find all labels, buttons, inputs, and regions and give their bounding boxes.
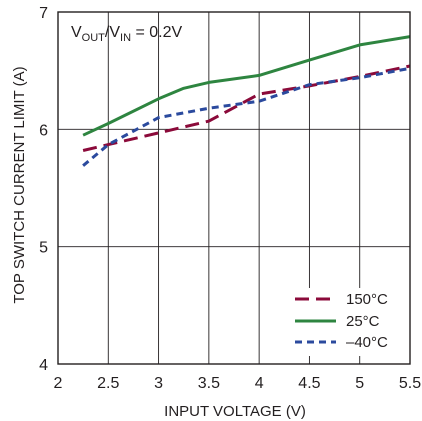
x-tick-label: 3.5 [198, 375, 220, 392]
y-tick-label: 6 [39, 122, 48, 139]
series-line-0 [82, 64, 411, 152]
plot-frame [57, 11, 411, 365]
legend-label-150c: 150°C [346, 291, 388, 308]
y-axis-label: TOP SWITCH CURRENT LIMIT (A) [11, 66, 28, 303]
legend: 150°C 25°C –40°C [288, 288, 406, 356]
y-tick-label: 7 [39, 5, 48, 22]
x-tick-labels: 2 2.5 3 3.5 4 4.5 5 5.5 [54, 375, 422, 392]
x-axis-label: INPUT VOLTAGE (V) [164, 403, 306, 420]
x-tick-label: 3 [154, 375, 163, 392]
y-tick-labels: 4 5 6 7 [39, 5, 48, 374]
x-tick-label: 4.5 [298, 375, 320, 392]
ratio-annotation: VOUT/VIN = 0.2V [71, 24, 183, 44]
y-tick-label: 4 [39, 357, 48, 374]
x-tick-label: 2 [54, 375, 63, 392]
y-tick-label: 5 [39, 240, 48, 257]
series-line-1 [82, 35, 411, 137]
series-line-2 [82, 66, 411, 167]
x-tick-label: 2.5 [97, 375, 119, 392]
series-lines [82, 35, 411, 167]
legend-label-25c: 25°C [346, 313, 380, 330]
legend-label-minus40c: –40°C [346, 334, 388, 351]
x-tick-label: 5.5 [399, 375, 421, 392]
x-tick-label: 4 [255, 375, 264, 392]
x-tick-label: 5 [355, 375, 364, 392]
